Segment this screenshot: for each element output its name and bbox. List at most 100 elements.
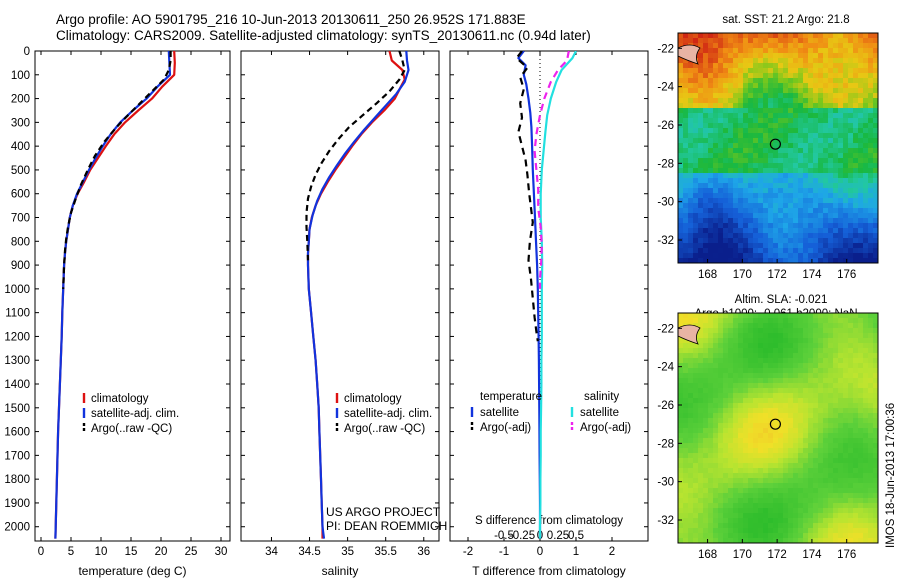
map-cell (808, 63, 813, 68)
map-cell (838, 358, 843, 363)
map-cell (873, 428, 878, 433)
map-cell (698, 533, 703, 538)
map-cell (858, 258, 863, 263)
map-cell (753, 393, 758, 398)
map-cell (728, 203, 733, 208)
map-cell (713, 203, 718, 208)
map-cell (753, 403, 758, 408)
map-cell (733, 193, 738, 198)
map-cell (853, 153, 858, 158)
map-cell (858, 428, 863, 433)
map-cell (678, 468, 683, 473)
map-cell (763, 318, 768, 323)
map-cell (683, 38, 688, 43)
map-cell (743, 368, 748, 373)
map-cell (723, 483, 728, 488)
map-cell (733, 418, 738, 423)
map-cell (843, 403, 848, 408)
map-cell (823, 148, 828, 153)
map-cell (683, 433, 688, 438)
map-cell (703, 443, 708, 448)
map-cell (843, 473, 848, 478)
map-cell (863, 343, 868, 348)
map-cell (753, 523, 758, 528)
map-cell (838, 68, 843, 73)
map-cell (693, 468, 698, 473)
map-cell (708, 493, 713, 498)
map-cell (728, 198, 733, 203)
map-cell (738, 408, 743, 413)
map-cell (828, 393, 833, 398)
map-cell (843, 153, 848, 158)
map-cell (863, 478, 868, 483)
map-cell (808, 158, 813, 163)
map-cell (753, 258, 758, 263)
map-cell (683, 363, 688, 368)
map-cell (848, 488, 853, 493)
map-cell (708, 153, 713, 158)
map-cell (758, 408, 763, 413)
map-cell (758, 103, 763, 108)
map-cell (758, 98, 763, 103)
map-cell (708, 363, 713, 368)
map-cell (818, 83, 823, 88)
map-cell (698, 513, 703, 518)
map-cell (768, 473, 773, 478)
map-cell (798, 433, 803, 438)
map-cell (848, 148, 853, 153)
map-cell (858, 413, 863, 418)
map-cell (748, 68, 753, 73)
map-cell (748, 453, 753, 458)
map-cell (688, 238, 693, 243)
map-cell (733, 238, 738, 243)
map-cell (813, 153, 818, 158)
map-cell (748, 258, 753, 263)
map-cell (873, 173, 878, 178)
map-cell (788, 438, 793, 443)
map-cell (763, 348, 768, 353)
map-cell (733, 133, 738, 138)
map-x-tick-label: 170 (733, 549, 752, 561)
map-cell (693, 533, 698, 538)
map-cell (723, 333, 728, 338)
map-cell (718, 463, 723, 468)
map-cell (683, 178, 688, 183)
map-cell (783, 433, 788, 438)
map-cell (833, 323, 838, 328)
map-cell (783, 133, 788, 138)
map-cell (868, 233, 873, 238)
map-cell (868, 413, 873, 418)
map-cell (773, 523, 778, 528)
map-cell (833, 218, 838, 223)
map-cell (793, 128, 798, 133)
map-cell (783, 408, 788, 413)
map-cell (828, 148, 833, 153)
map-cell (678, 408, 683, 413)
map-cell (688, 253, 693, 258)
map-cell (828, 313, 833, 318)
map-cell (763, 508, 768, 513)
map-cell (733, 178, 738, 183)
map-cell (838, 53, 843, 58)
map-cell (733, 203, 738, 208)
map-cell (703, 158, 708, 163)
map-cell (703, 353, 708, 358)
map-cell (873, 473, 878, 478)
map-cell (713, 243, 718, 248)
map-cell (843, 468, 848, 473)
map-cell (813, 373, 818, 378)
map-cell (788, 73, 793, 78)
map-cell (753, 233, 758, 238)
map-cell (743, 213, 748, 218)
map-cell (848, 188, 853, 193)
map-cell (733, 423, 738, 428)
map-cell (808, 123, 813, 128)
map-cell (823, 343, 828, 348)
map-cell (803, 88, 808, 93)
map-cell (738, 328, 743, 333)
map-cell (733, 503, 738, 508)
map-cell (683, 508, 688, 513)
map-cell (753, 158, 758, 163)
map-cell (768, 408, 773, 413)
map-cell (803, 338, 808, 343)
